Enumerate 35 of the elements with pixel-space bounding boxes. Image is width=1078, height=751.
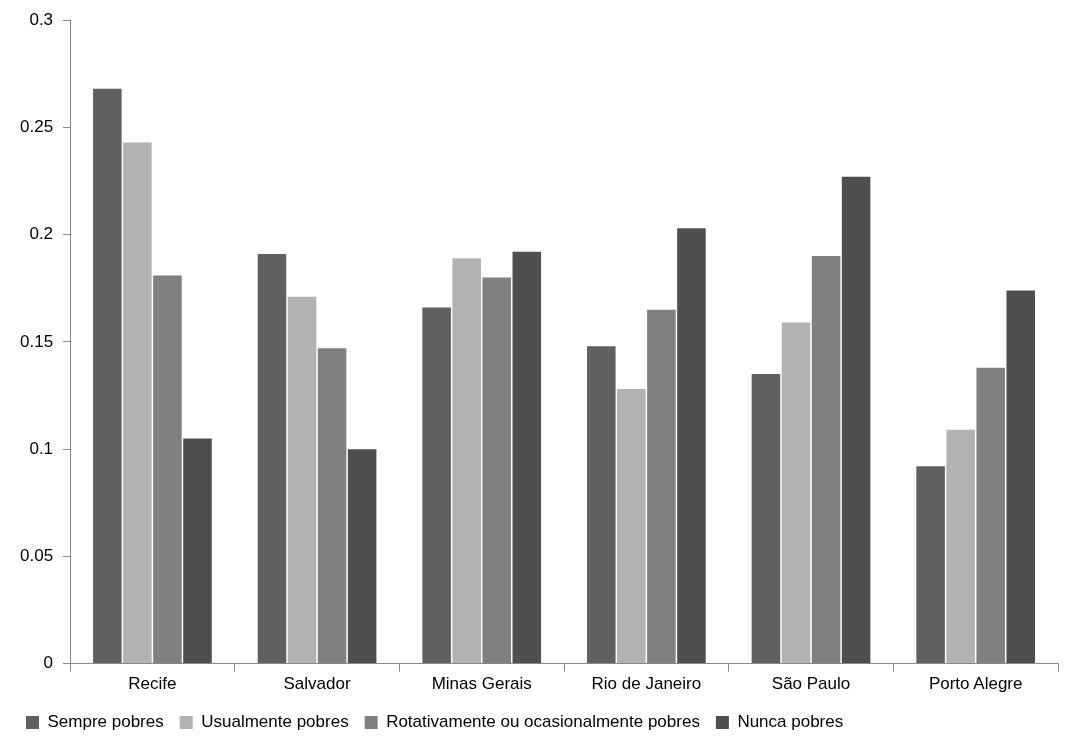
bar: [1006, 290, 1036, 664]
bar: [841, 176, 871, 664]
y-tick-label: 0.3: [29, 9, 54, 29]
bar: [287, 296, 317, 664]
y-tick-label: 0.05: [19, 546, 54, 566]
x-tick-label: Salvador: [283, 674, 351, 694]
y-tick-label: 0.25: [19, 117, 54, 137]
bar: [751, 374, 781, 664]
legend-label: Nunca pobres: [737, 712, 844, 732]
bar: [123, 142, 152, 664]
legend-label: Rotativamente ou ocasionalmente pobres: [386, 712, 700, 732]
bar: [347, 449, 377, 664]
bar: [257, 253, 287, 664]
y-tick-label: 0.2: [29, 224, 54, 244]
x-tick-label: Minas Gerais: [431, 674, 532, 694]
bar: [93, 88, 122, 664]
y-tick-label: 0.1: [29, 438, 54, 458]
x-tick-label: Recife: [128, 674, 177, 694]
y-tick-label: 0: [43, 653, 54, 673]
bar: [452, 258, 481, 664]
bar: [183, 438, 212, 664]
bar: [916, 466, 945, 664]
bar: [781, 322, 811, 664]
bar: [946, 429, 975, 664]
x-tick-label: São Paulo: [771, 674, 851, 694]
x-tick-label: Rio de Janeiro: [591, 674, 702, 694]
legend-label: Usualmente pobres: [201, 712, 349, 732]
x-tick-label: Porto Alegre: [928, 674, 1023, 694]
bar: [587, 346, 616, 664]
bar: [422, 307, 451, 664]
legend-label: Sempre pobres: [47, 712, 164, 732]
bar: [512, 251, 542, 664]
y-tick-label: 0.15: [19, 331, 54, 351]
bar: [617, 389, 646, 664]
bar: [677, 228, 706, 664]
